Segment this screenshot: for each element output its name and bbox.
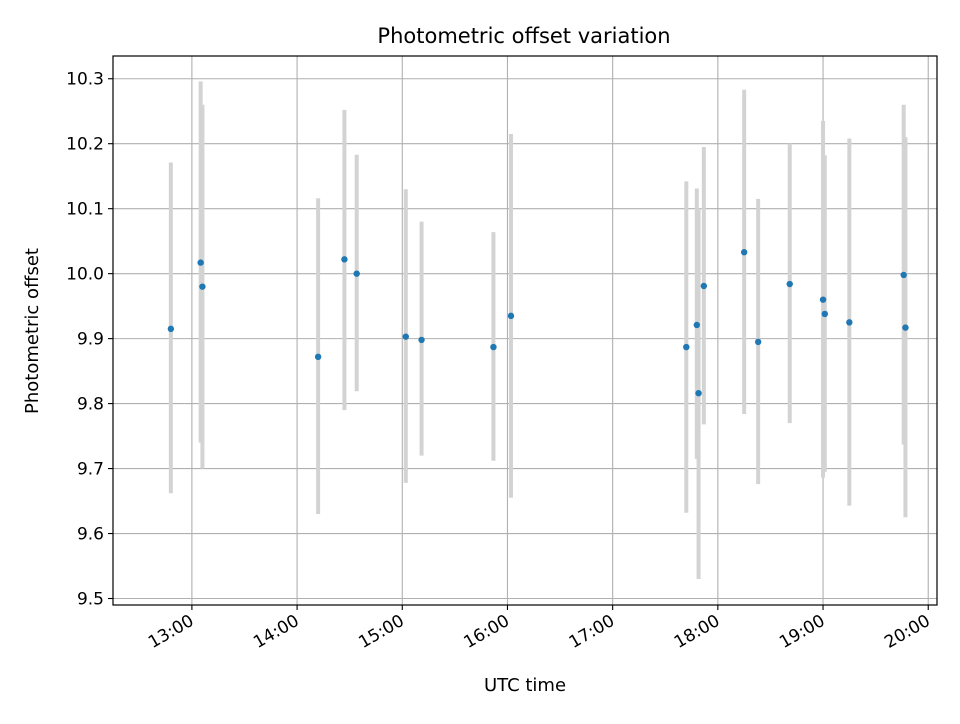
data-point [490,343,497,351]
data-point [900,271,907,279]
data-point [341,256,348,263]
y-tick-label: 9.9 [77,330,104,350]
data-point [167,325,175,333]
data-point [693,321,701,329]
y-axis-label: Photometric offset [22,248,43,414]
data-point [821,310,828,318]
data-point [353,270,360,277]
data-point [819,296,827,303]
plot-frame [112,55,938,606]
data-point [786,280,793,288]
y-tick-label: 10.3 [66,70,104,90]
data-points [167,249,909,397]
data-point [418,336,425,344]
data-point [197,259,204,266]
y-tick-label: 9.6 [77,525,104,545]
y-tick-label: 10.2 [66,135,104,155]
data-point [902,324,909,331]
y-tick-label: 9.8 [77,395,104,415]
y-axis: 9.5 9.6 9.7 9.8 9.9 10.0 10.1 10.2 10.3 [66,70,113,610]
data-point [199,283,206,290]
data-point [754,338,762,346]
y-tick-label: 9.5 [77,590,104,610]
x-axis-label: UTC time [484,675,566,696]
data-point [740,249,748,256]
grid [113,56,937,605]
data-point [695,389,702,397]
data-point [846,319,853,326]
data-point [507,312,515,320]
y-tick-label: 9.7 [77,460,104,480]
data-point [402,333,409,340]
data-point [683,343,690,351]
data-point [700,282,708,290]
y-tick-label: 10.1 [66,200,104,220]
chart-title: Photometric offset variation [377,24,670,48]
y-tick-label: 10.0 [66,265,104,285]
data-point [314,353,322,361]
